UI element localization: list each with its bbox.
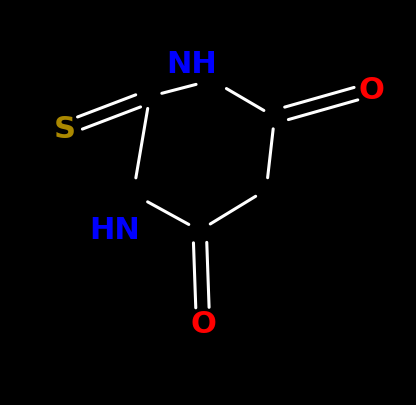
- Text: O: O: [359, 75, 385, 104]
- Text: O: O: [190, 309, 216, 339]
- Text: NH: NH: [166, 50, 217, 79]
- Text: S: S: [54, 115, 75, 144]
- Text: HN: HN: [89, 215, 140, 244]
